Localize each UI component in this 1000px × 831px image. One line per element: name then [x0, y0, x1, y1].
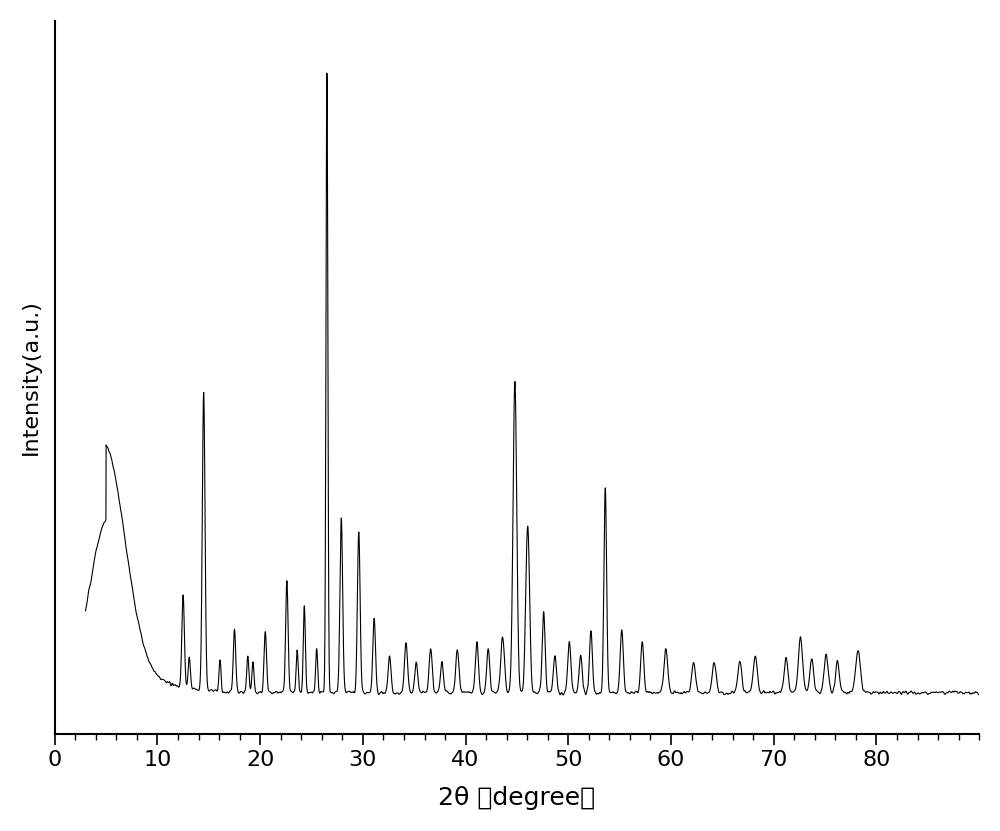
- X-axis label: 2θ （degree）: 2θ （degree）: [438, 786, 596, 810]
- Y-axis label: Intensity(a.u.): Intensity(a.u.): [21, 299, 41, 455]
